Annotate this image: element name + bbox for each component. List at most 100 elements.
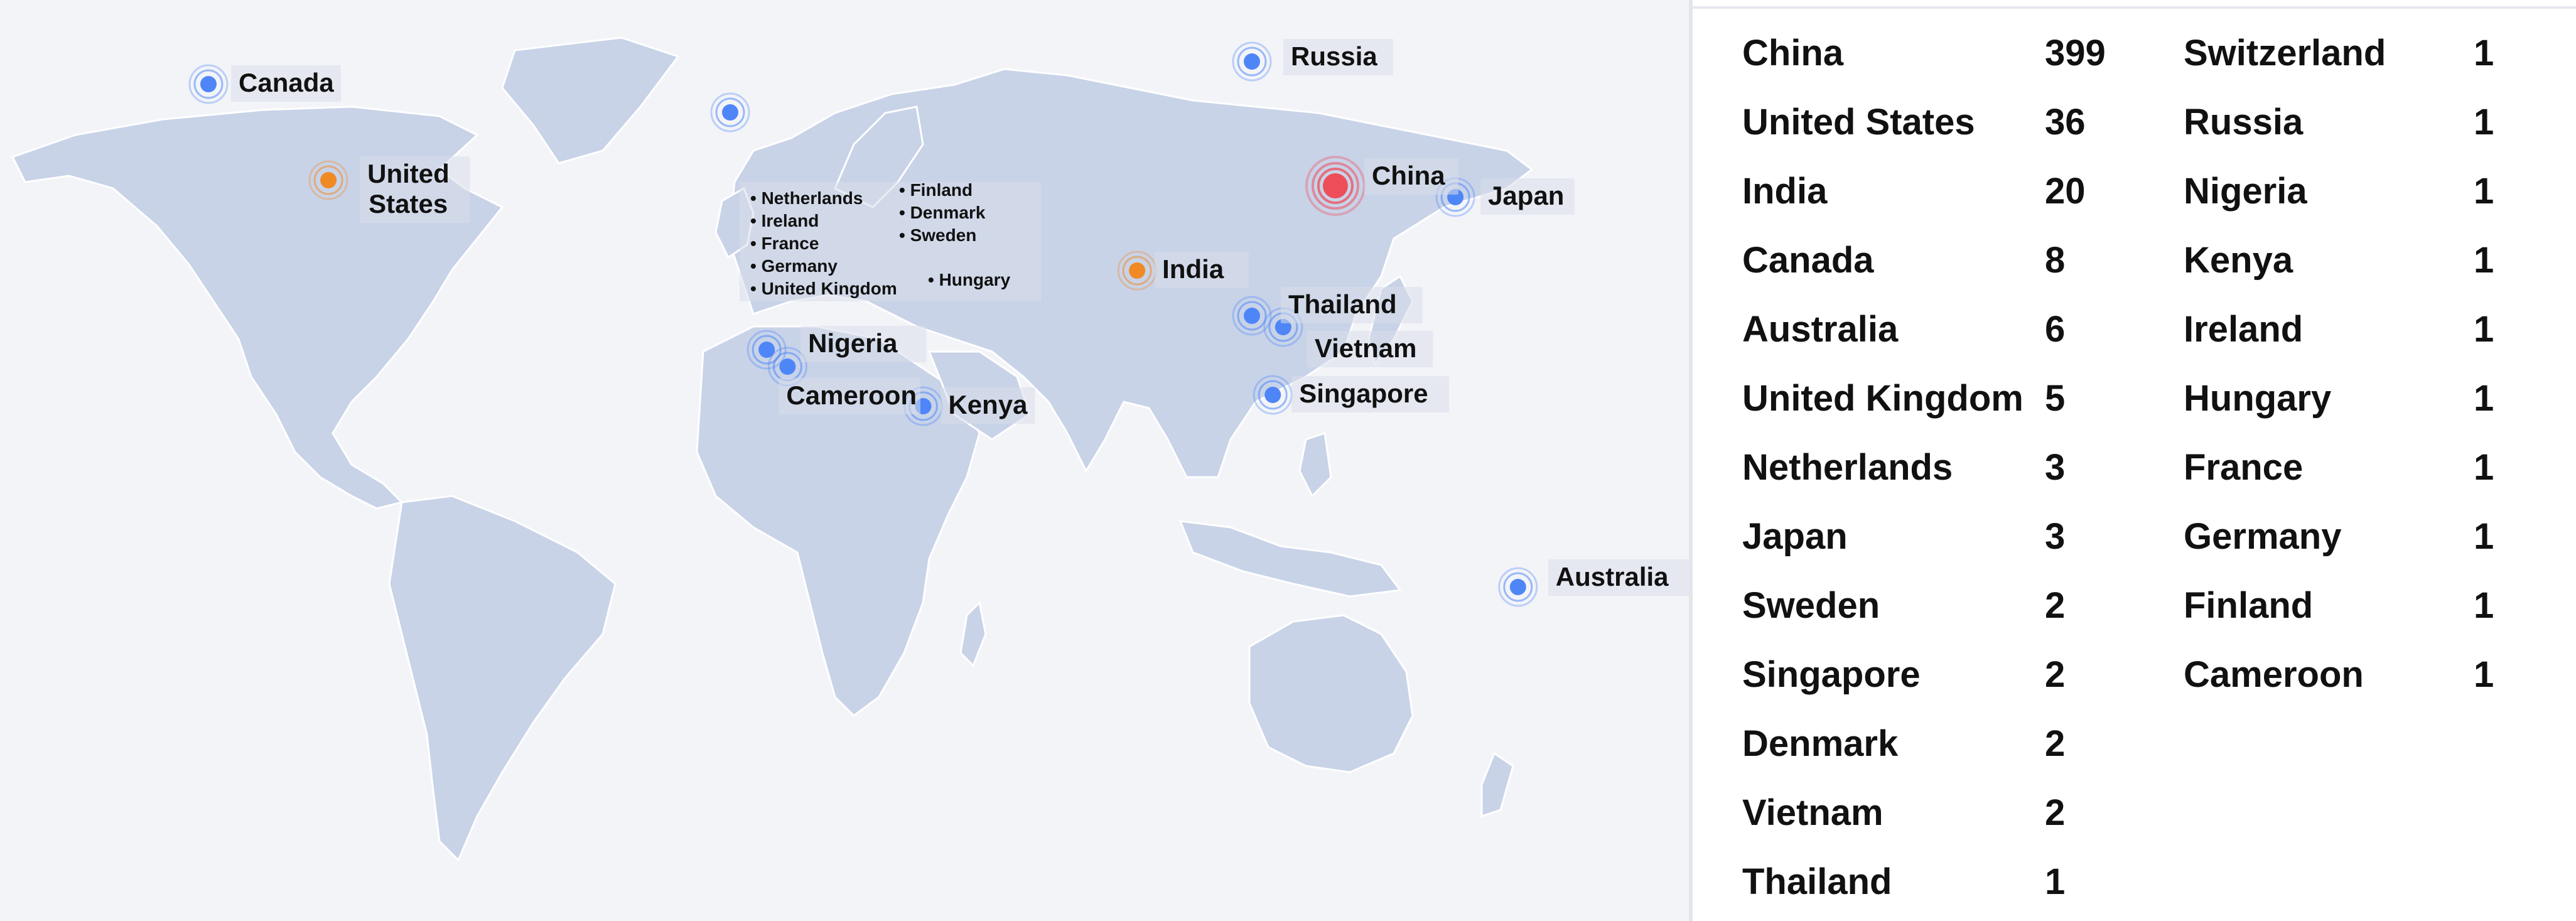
- country-count: 5: [2045, 378, 2066, 419]
- map-label-canada: Canada: [239, 68, 334, 97]
- map-label-bg: [1548, 559, 1689, 596]
- country-name: Vietnam: [1742, 792, 1883, 833]
- map-marker-canada[interactable]: [188, 64, 229, 104]
- map-label-bg: [1155, 252, 1249, 288]
- map-label-bg: [1291, 376, 1450, 412]
- map-label-china: China: [1372, 161, 1445, 190]
- country-count: 2: [2045, 654, 2066, 695]
- europe-list-item-netherlands: • Netherlands: [750, 188, 863, 208]
- landmass-south-america: [388, 495, 617, 862]
- country-name: Japan: [1742, 516, 1848, 557]
- country-row-china: China 399: [1742, 19, 2119, 88]
- marker-ring: [308, 160, 348, 200]
- marker-dot: [1509, 579, 1526, 595]
- country-name: Switzerland: [2184, 33, 2386, 73]
- country-row-vietnam: Vietnam 2: [1742, 778, 2119, 848]
- map-label-united-states: United: [367, 159, 450, 188]
- country-name: United Kingdom: [1742, 378, 2024, 419]
- country-row-canada: Canada 8: [1742, 226, 2119, 295]
- map-label-united-states: States: [369, 189, 448, 218]
- country-name: Australia: [1742, 309, 1899, 350]
- marker-dot: [1264, 387, 1281, 403]
- country-count: 1: [2474, 516, 2494, 557]
- country-count: 1: [2474, 378, 2494, 419]
- country-row-united-kingdom: United Kingdom 5: [1742, 364, 2119, 433]
- country-row-australia: Australia 6: [1742, 295, 2119, 364]
- country-row-switzerland: Switzerland 1: [2184, 19, 2535, 88]
- country-row-nigeria: Nigeria 1: [2184, 157, 2535, 226]
- europe-list-item-finland: • Finland: [899, 180, 973, 200]
- country-count: 1: [2045, 861, 2066, 902]
- marker-ring: [1503, 572, 1533, 602]
- map-marker-singapore[interactable]: [1253, 375, 1293, 415]
- marker-dot: [779, 358, 796, 375]
- map-label-singapore: Singapore: [1299, 379, 1428, 408]
- country-name: Finland: [2184, 585, 2314, 626]
- country-row-germany: Germany 1: [2184, 502, 2535, 571]
- map-marker-nigeria[interactable]: [746, 330, 787, 370]
- country-name: Kenya: [2184, 240, 2293, 281]
- country-count: 2: [2045, 723, 2066, 764]
- europe-list-item-united-kingdom: • United Kingdom: [750, 279, 897, 298]
- map-marker-united-states[interactable]: [308, 160, 348, 200]
- country-count: 3: [2045, 447, 2066, 488]
- country-count: 1: [2474, 33, 2494, 73]
- marker-dot: [1244, 308, 1260, 324]
- map-label-bg: [800, 326, 927, 362]
- country-count: 399: [2045, 33, 2106, 73]
- country-row-india: India 20: [1742, 157, 2119, 226]
- map-label-vietnam: Vietnam: [1315, 333, 1417, 363]
- map-label-thailand: Thailand: [1288, 289, 1397, 319]
- country-count: 1: [2474, 309, 2494, 350]
- country-name: India: [1742, 171, 1828, 212]
- country-row-thailand: Thailand 1: [1742, 848, 2119, 917]
- country-name: Cameroon: [2184, 654, 2364, 695]
- marker-dot: [758, 342, 775, 358]
- country-row-france: France 1: [2184, 433, 2535, 502]
- country-name: Canada: [1742, 240, 1874, 281]
- country-name: Singapore: [1742, 654, 1921, 695]
- map-label-australia: Australia: [1556, 562, 1669, 591]
- country-row-sweden: Sweden 2: [1742, 571, 2119, 640]
- country-row-cameroon: Cameroon 1: [2184, 640, 2535, 709]
- country-count: 1: [2474, 102, 2494, 143]
- europe-list-item-hungary: • Hungary: [928, 270, 1011, 289]
- map-label-russia: Russia: [1291, 41, 1377, 71]
- map-marker-europe[interactable]: [710, 92, 750, 132]
- europe-list-bg: [740, 182, 1041, 301]
- country-name: China: [1742, 33, 1844, 73]
- marker-dot: [200, 76, 217, 92]
- country-count-column-1: China 399 United States 36 India 20 Canada 8 Aus…: [1742, 19, 2119, 917]
- country-count: 2: [2045, 585, 2066, 626]
- landmass-indonesia: [1178, 520, 1402, 598]
- map-label-kenya: Kenya: [948, 390, 1028, 419]
- landmass-australia: [1248, 614, 1414, 773]
- country-row-netherlands: Netherlands 3: [1742, 433, 2119, 502]
- country-row-singapore: Singapore 2: [1742, 640, 2119, 709]
- country-name: Netherlands: [1742, 447, 1953, 488]
- country-count: 3: [2045, 516, 2066, 557]
- europe-list-item-germany: • Germany: [750, 256, 838, 276]
- map-marker-australia[interactable]: [1498, 567, 1538, 607]
- map-label-cameroon: Cameroon: [786, 380, 917, 410]
- country-row-denmark: Denmark 2: [1742, 709, 2119, 778]
- map-marker-thailand[interactable]: [1232, 296, 1272, 336]
- map-marker-russia[interactable]: [1232, 41, 1272, 82]
- marker-ring: [1311, 162, 1359, 210]
- country-name: Hungary: [2184, 378, 2332, 419]
- marker-ring: [1122, 256, 1152, 286]
- map-label-bg: [1307, 331, 1433, 367]
- country-count: 36: [2045, 102, 2086, 143]
- marker-dot: [320, 172, 337, 188]
- map-marker-india[interactable]: [1117, 250, 1157, 291]
- map-label-bg: [231, 65, 342, 102]
- country-count: 20: [2045, 171, 2086, 212]
- country-name: Denmark: [1742, 723, 1899, 764]
- marker-dot: [1244, 53, 1260, 70]
- map-label-india: India: [1162, 254, 1224, 284]
- europe-list-item-denmark: • Denmark: [899, 203, 986, 222]
- map-label-nigeria: Nigeria: [808, 328, 898, 358]
- landmass-new-zealand: [1480, 751, 1514, 818]
- country-row-kenya: Kenya 1: [2184, 226, 2535, 295]
